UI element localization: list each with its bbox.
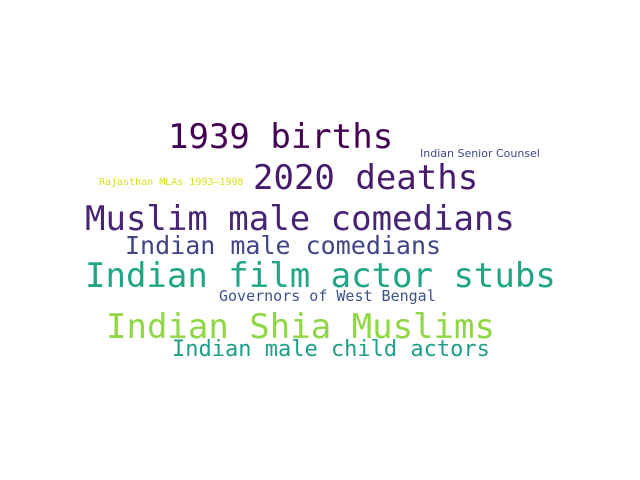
word-muslim-male-comedians: Muslim male comedians xyxy=(85,199,515,239)
word-indian-shia-muslims: Indian Shia Muslims xyxy=(106,307,495,347)
word-indian-senior-counsel: Indian Senior Counsel xyxy=(420,147,540,160)
word-governors-of-west-bengal: Governors of West Bengal xyxy=(219,287,436,305)
word-1939-births: 1939 births xyxy=(168,117,394,157)
word-rajasthan-mlas: Rajasthan MLAs 1993–1998 xyxy=(99,177,244,188)
word-indian-male-comedians: Indian male comedians xyxy=(125,231,442,260)
word-indian-film-actor-stubs: Indian film actor stubs xyxy=(85,256,556,296)
word-2020-deaths: 2020 deaths xyxy=(253,158,479,198)
word-indian-male-child-actors: Indian male child actors xyxy=(172,337,490,362)
